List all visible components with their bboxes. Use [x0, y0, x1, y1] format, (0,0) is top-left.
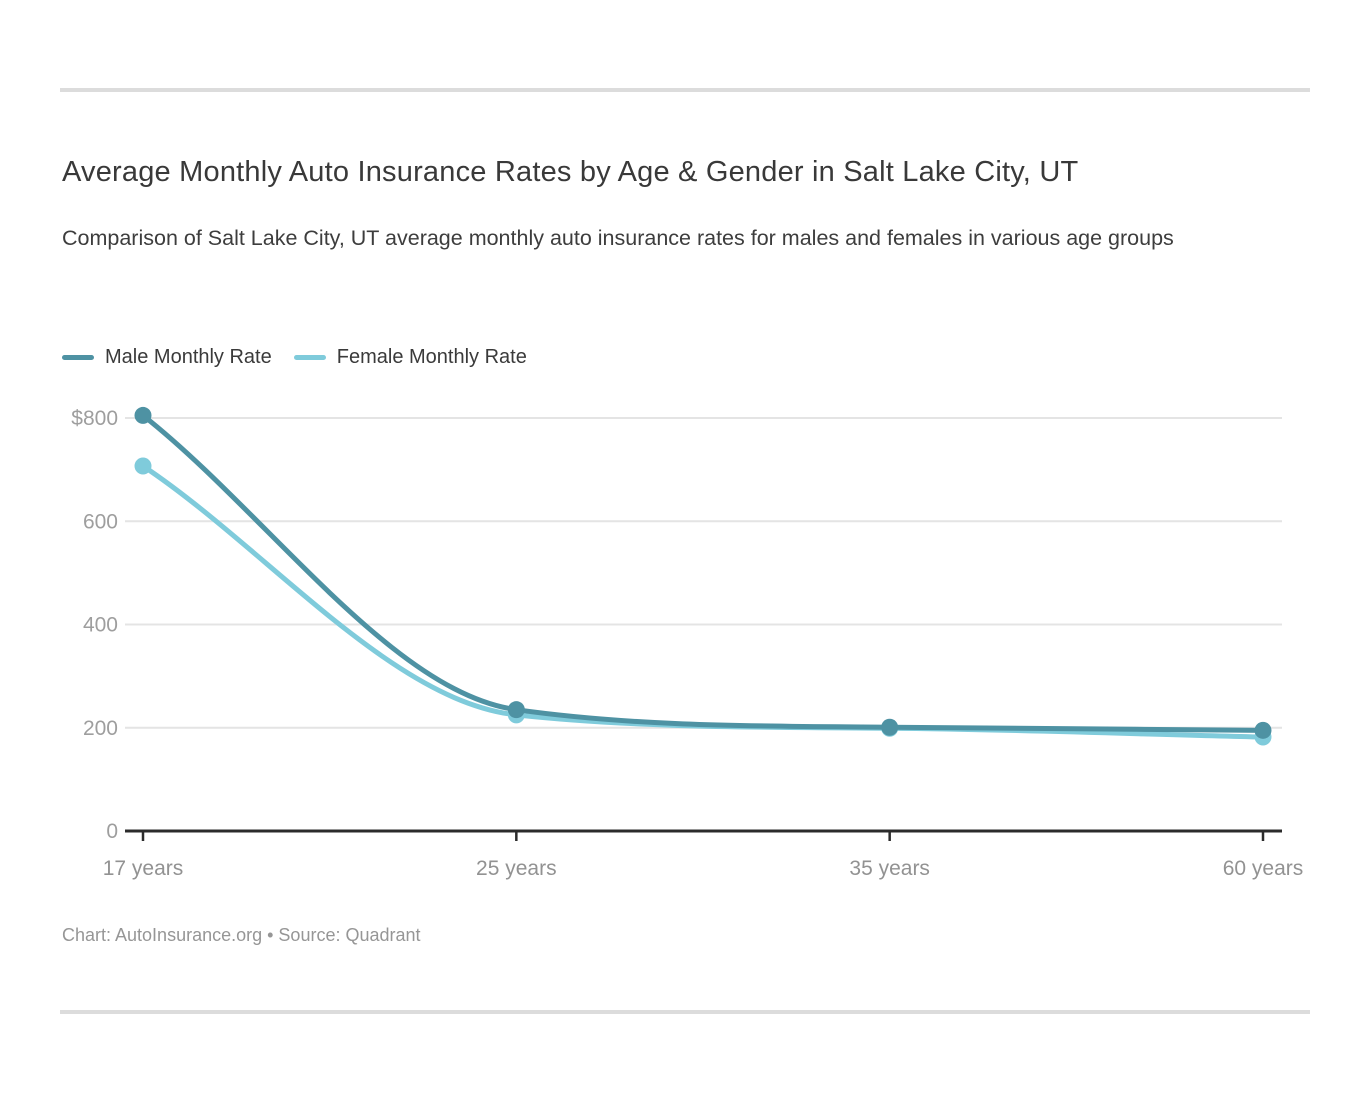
legend-label-female: Female Monthly Rate [336, 346, 527, 368]
male-line-swatch-icon [62, 355, 94, 360]
male-data-point [507, 701, 525, 719]
female-data-point [134, 457, 152, 475]
male-data-point [1254, 721, 1272, 739]
source-caption: Chart: AutoInsurance.org • Source: Quadr… [62, 925, 421, 945]
male-series-line [140, 412, 1266, 733]
legend-item-female: Female Monthly Rate [293, 346, 527, 369]
y-tick-label: 400 [83, 614, 118, 637]
top-divider [60, 88, 1310, 92]
chart-title: Average Monthly Auto Insurance Rates by … [62, 156, 1079, 188]
x-tick-label: 35 years [849, 857, 930, 880]
chart-subtitle: Comparison of Salt Lake City, UT average… [62, 226, 1174, 250]
male-data-point [881, 718, 899, 736]
y-tick-label: 600 [83, 510, 118, 533]
legend-label-male: Male Monthly Rate [105, 346, 272, 368]
x-tick-label: 60 years [1223, 857, 1304, 880]
legend: Male Monthly Rate Female Monthly Rate [62, 346, 527, 369]
y-tick-label: $800 [71, 407, 118, 430]
female-line-swatch-icon [293, 355, 326, 360]
line-chart-svg: $800 600 400 200 0 17 years 25 years 35 years 60… [71, 406, 1304, 880]
line-chart: $800 600 400 200 0 17 years 25 years 35 years 60… [0, 380, 1372, 910]
legend-item-male: Male Monthly Rate [62, 346, 272, 369]
female-series-line [140, 463, 1266, 740]
x-tick-label: 17 years [103, 857, 184, 880]
male-data-point [134, 406, 152, 424]
y-tick-label: 200 [83, 717, 118, 740]
bottom-divider [60, 1010, 1310, 1014]
y-tick-label: 0 [106, 820, 118, 843]
x-tick-label: 25 years [476, 857, 557, 880]
